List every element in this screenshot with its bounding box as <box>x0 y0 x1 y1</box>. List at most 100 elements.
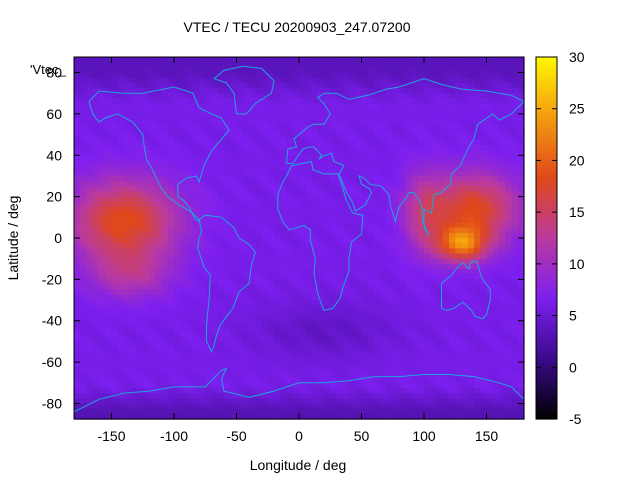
heatmap-cell <box>511 238 519 244</box>
heatmap-cell <box>361 72 369 79</box>
heatmap-cell <box>305 129 313 136</box>
heatmap-cell <box>467 206 475 213</box>
heatmap-cell <box>299 269 306 275</box>
heatmap-cell <box>186 263 194 270</box>
heatmap-cell <box>330 382 338 389</box>
heatmap-cell <box>242 243 250 249</box>
heatmap-cell <box>505 155 513 162</box>
heatmap-cell <box>130 413 138 420</box>
heatmap-cell <box>217 413 225 420</box>
heatmap-cell <box>467 284 475 291</box>
heatmap-cell <box>405 310 413 317</box>
heatmap-cell <box>305 377 313 384</box>
heatmap-cell <box>411 108 419 115</box>
heatmap-cell <box>430 346 438 353</box>
heatmap-cell <box>349 408 356 415</box>
heatmap-cell <box>461 387 469 394</box>
heatmap-cell <box>242 227 250 234</box>
heatmap-cell <box>430 253 438 260</box>
heatmap-cell <box>492 336 500 343</box>
heatmap-cell <box>261 258 269 265</box>
heatmap-cell <box>311 113 319 120</box>
heatmap-cell <box>274 222 281 229</box>
heatmap-cell <box>249 62 256 68</box>
heatmap-cell <box>417 300 425 306</box>
heatmap-cell <box>480 248 488 255</box>
heatmap-cell <box>174 98 181 105</box>
heatmap-cell <box>174 217 181 224</box>
heatmap-cell <box>486 212 494 218</box>
heatmap-cell <box>317 341 325 348</box>
heatmap-cell <box>255 310 263 317</box>
heatmap-cell <box>505 310 513 317</box>
heatmap-cell <box>74 387 81 394</box>
heatmap-cell <box>224 222 231 229</box>
heatmap-cell <box>330 77 338 84</box>
heatmap-cell <box>274 253 281 260</box>
heatmap-cell <box>161 134 169 141</box>
heatmap-cell <box>142 175 150 182</box>
heatmap-cell <box>492 124 500 130</box>
heatmap-cell <box>280 341 288 348</box>
heatmap-cell <box>186 315 194 322</box>
heatmap-cell <box>217 165 225 172</box>
heatmap-cell <box>242 377 250 384</box>
heatmap-cell <box>286 284 294 291</box>
heatmap-cell <box>517 331 525 337</box>
heatmap-cell <box>142 325 150 332</box>
heatmap-cell <box>430 362 438 368</box>
heatmap-cell <box>442 196 450 203</box>
heatmap-cell <box>499 196 506 203</box>
heatmap-cell <box>167 289 175 296</box>
heatmap-cell <box>324 227 331 234</box>
heatmap-cell <box>255 315 263 322</box>
heatmap-cell <box>186 362 194 368</box>
heatmap-cell <box>486 356 494 363</box>
heatmap-cell <box>292 196 300 203</box>
heatmap-cell <box>405 191 413 198</box>
heatmap-cell <box>242 253 250 260</box>
heatmap-cell <box>380 77 388 84</box>
heatmap-cell <box>180 175 188 182</box>
heatmap-cell <box>505 212 513 218</box>
heatmap-cell <box>230 88 238 94</box>
heatmap-cell <box>499 310 506 317</box>
heatmap-cell <box>242 356 250 363</box>
heatmap-cell <box>242 62 250 68</box>
heatmap-cell <box>392 269 400 275</box>
heatmap-cell <box>130 331 138 337</box>
heatmap-cell <box>105 191 113 198</box>
heatmap-cell <box>155 201 163 208</box>
heatmap-cell <box>411 57 419 63</box>
heatmap-cell <box>455 181 463 187</box>
heatmap-cell <box>224 320 231 327</box>
heatmap-cell <box>405 113 413 120</box>
heatmap-cell <box>411 325 419 332</box>
heatmap-cell <box>417 82 425 89</box>
heatmap-cell <box>511 300 519 306</box>
heatmap-cell <box>261 367 269 374</box>
heatmap-cell <box>411 181 419 187</box>
heatmap-cell <box>249 155 256 162</box>
heatmap-cell <box>311 191 319 198</box>
heatmap-cell <box>99 134 106 141</box>
heatmap-cell <box>180 93 188 99</box>
heatmap-cell <box>355 372 363 379</box>
heatmap-cell <box>92 155 100 162</box>
heatmap-cell <box>155 367 163 374</box>
heatmap-cell <box>161 325 169 332</box>
heatmap-cell <box>361 206 369 213</box>
heatmap-cell <box>142 284 150 291</box>
heatmap-cell <box>486 325 494 332</box>
heatmap-cell <box>92 387 100 394</box>
heatmap-cell <box>86 367 94 374</box>
heatmap-cell <box>192 325 200 332</box>
heatmap-cell <box>392 356 400 363</box>
heatmap-cell <box>486 253 494 260</box>
heatmap-cell <box>305 336 313 343</box>
heatmap-cell <box>486 175 494 182</box>
heatmap-cell <box>99 119 106 125</box>
heatmap-cell <box>511 212 519 218</box>
heatmap-cell <box>255 155 263 162</box>
heatmap-cell <box>411 119 419 125</box>
